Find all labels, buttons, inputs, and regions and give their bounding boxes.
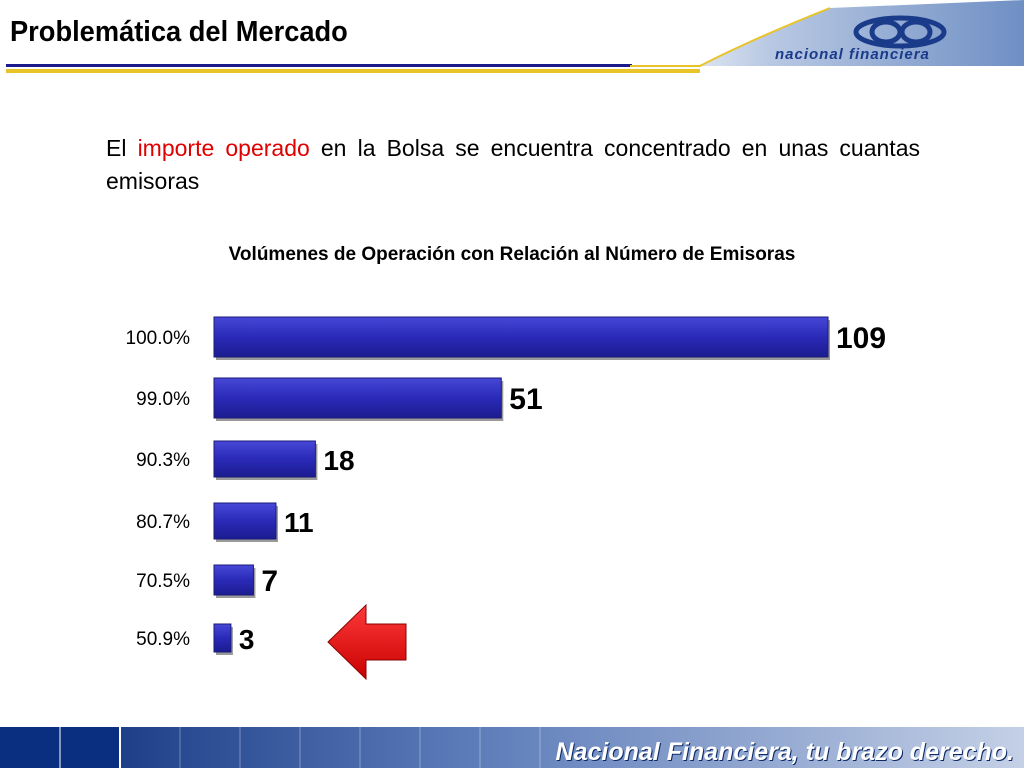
bar-50.9% — [213, 623, 232, 653]
category-label: 80.7% — [136, 512, 190, 533]
footer-graphic — [0, 727, 1024, 768]
red-arrow-icon — [327, 603, 407, 681]
intro-text: El importe operado en la Bolsa se encuen… — [106, 132, 920, 198]
data-label: 11 — [284, 507, 314, 538]
logo-banner-graphic — [630, 0, 1024, 67]
data-label: 109 — [836, 322, 886, 355]
category-label: 50.9% — [136, 629, 190, 650]
category-label: 70.5% — [136, 571, 190, 592]
bar-70.5% — [213, 564, 254, 596]
logo-banner: nacional financiera — [630, 0, 1024, 68]
intro-highlight: importe operado — [137, 135, 310, 161]
logo-text: nacional financiera — [775, 46, 930, 63]
title-rule-gold — [6, 69, 700, 73]
bar-90.3% — [213, 440, 316, 478]
footer-tagline: Nacional Financiera, tu brazo derecho. — [555, 738, 1014, 766]
category-label: 99.0% — [136, 389, 190, 410]
footer-bar — [0, 727, 1024, 768]
category-label: 90.3% — [136, 450, 190, 471]
bar-99.0% — [213, 377, 502, 419]
chart-title: Volúmenes de Operación con Relación al N… — [228, 244, 796, 265]
intro-text-end: en la Bolsa se encuentra concentrado en … — [106, 135, 920, 194]
data-label: 7 — [261, 565, 278, 598]
bar-80.7% — [213, 502, 277, 540]
bar-100.0% — [213, 316, 829, 358]
header: Problemática del Mercado nacional financ… — [0, 0, 1024, 75]
nafin-logo-icon — [853, 15, 947, 49]
title-rule-blue — [6, 64, 632, 67]
bar-chart: 100.0% 109 99.0% 51 90.3% 18 80.7% 11 70.5% 7 50.9… — [126, 316, 886, 655]
data-label: 51 — [509, 383, 542, 416]
page-title: Problemática del Mercado — [10, 16, 348, 48]
intro-text-start: El — [106, 135, 138, 161]
category-label: 100.0% — [126, 328, 191, 349]
data-label: 18 — [323, 445, 354, 476]
data-label: 3 — [239, 624, 255, 655]
